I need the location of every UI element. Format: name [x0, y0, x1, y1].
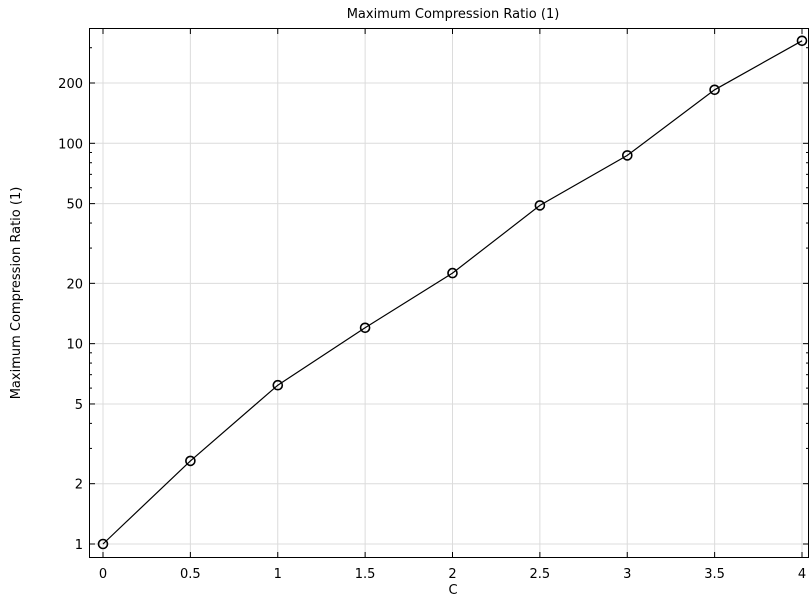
- y-tick-label-4: 20: [66, 277, 83, 292]
- data-series: [97, 35, 808, 550]
- data-point-4: [447, 267, 458, 279]
- grid-lines: [89, 28, 809, 558]
- data-point-2: [272, 379, 284, 391]
- y-tick-label-7: 200: [58, 77, 83, 92]
- x-tick-label-6: 3: [623, 567, 631, 582]
- y-tick-label-1: 2: [75, 478, 83, 493]
- y-tick-label-5: 50: [66, 198, 83, 213]
- data-point-3: [359, 322, 371, 334]
- x-tick-label-0: 0: [99, 567, 107, 582]
- series-line-0: [102, 40, 803, 545]
- x-tick-label-1: 0.5: [180, 567, 201, 582]
- plot-frame: [89, 28, 809, 558]
- x-tick-label-3: 1.5: [355, 567, 376, 582]
- axes: [89, 28, 809, 558]
- chart-title: Maximum Compression Ratio (1): [347, 7, 560, 22]
- y-tick-label-0: 1: [75, 538, 83, 553]
- x-tick-label-4: 2: [448, 567, 456, 582]
- data-point-7: [709, 84, 720, 96]
- x-axis-label: C: [448, 583, 457, 595]
- tick-marks: [89, 28, 809, 558]
- data-point-8: [796, 35, 808, 47]
- data-point-0: [97, 538, 109, 550]
- data-point-1: [185, 455, 196, 467]
- data-point-5: [534, 200, 546, 211]
- y-tick-label-2: 5: [75, 398, 83, 413]
- x-tick-label-7: 3.5: [704, 567, 725, 582]
- x-tick-label-2: 1: [274, 567, 282, 582]
- y-tick-label-3: 10: [66, 338, 83, 353]
- y-axis-label: Maximum Compression Ratio (1): [9, 187, 24, 400]
- x-tick-label-5: 2.5: [530, 567, 551, 582]
- x-tick-label-8: 4: [798, 567, 806, 582]
- y-tick-label-6: 100: [58, 137, 83, 152]
- tick-labels: 0 0.5 1 1.5 2 2.5 3 3.5 4 1 2 5 10 20 50 100 200: [58, 77, 806, 582]
- data-point-6: [621, 150, 633, 161]
